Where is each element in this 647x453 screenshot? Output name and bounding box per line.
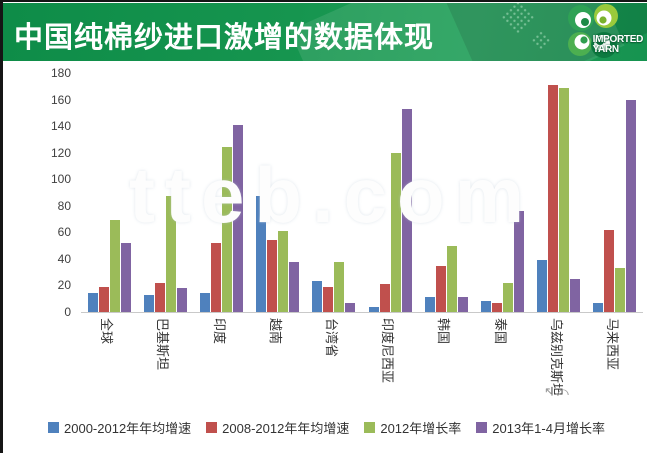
imported-yarn-logo: IMPORTED YARN	[559, 3, 645, 61]
legend-item: 2013年1-4月增长率	[476, 418, 605, 437]
legend-label: 2013年1-4月增长率	[492, 421, 605, 436]
bar	[559, 87, 570, 312]
bar	[165, 196, 176, 312]
chart-legend: 2000-2012年年均增速 2008-2012年年均增速 2012年增长率 2013…	[3, 418, 647, 437]
bar	[514, 211, 525, 312]
y-axis-tick-label: 0	[64, 305, 71, 319]
bar	[548, 84, 559, 312]
mouse-cursor-icon: ↖⤺	[544, 384, 569, 399]
y-axis-tick-label: 20	[57, 278, 71, 293]
legend-item: 2008-2012年年均增速	[206, 418, 349, 437]
logo-text-line1: IMPORTED	[592, 34, 644, 45]
bar	[626, 99, 637, 312]
bar	[323, 286, 334, 312]
bar	[289, 261, 300, 312]
clover-logo-icon	[568, 4, 618, 58]
legend-label: 2012年增长率	[380, 421, 462, 436]
plot-area	[81, 73, 643, 313]
bar	[256, 196, 267, 312]
bar	[368, 306, 379, 312]
bar-group	[474, 73, 530, 312]
legend-swatch	[206, 422, 218, 433]
y-axis-tick-label: 100	[50, 172, 71, 187]
y-axis-tick-label: 120	[50, 145, 71, 160]
bar-group	[362, 73, 418, 312]
bar	[390, 152, 401, 312]
bar	[154, 282, 165, 312]
bar	[312, 281, 323, 312]
bar	[200, 293, 210, 312]
bar	[233, 124, 243, 312]
logo-text: IMPORTED YARN	[592, 34, 644, 55]
y-axis-tick-label: 40	[57, 251, 71, 266]
bar	[503, 282, 514, 312]
y-axis-tick-label: 140	[50, 119, 71, 134]
bar	[87, 293, 98, 312]
bar	[211, 242, 221, 312]
bar	[267, 240, 278, 312]
bar	[334, 261, 345, 312]
bar	[481, 301, 492, 312]
bar	[457, 297, 468, 312]
legend-label: 2000-2012年年均增速	[64, 421, 192, 436]
bar	[593, 302, 604, 312]
bar	[492, 302, 503, 312]
bar-group	[306, 73, 362, 312]
bar-group	[193, 73, 249, 312]
bar	[109, 220, 120, 312]
bar	[604, 229, 615, 312]
bar	[424, 297, 435, 312]
legend-swatch	[476, 422, 488, 433]
y-axis-tick-label: 80	[57, 198, 71, 213]
bar	[278, 231, 289, 312]
legend-label: 2008-2012年年均增速	[222, 421, 350, 436]
legend-item: 2012年增长率	[364, 418, 461, 437]
bar	[435, 265, 446, 312]
bar-group	[81, 73, 137, 312]
bar	[143, 294, 154, 312]
y-axis-tick-label: 180	[50, 66, 71, 80]
bar	[176, 288, 187, 312]
bar-group	[587, 73, 643, 312]
bar	[615, 268, 626, 312]
bar	[570, 278, 581, 312]
logo-text-line2: YARN	[592, 44, 620, 55]
bar	[401, 108, 412, 312]
y-axis-tick-label: 160	[50, 92, 71, 107]
legend-swatch	[48, 422, 59, 433]
bar	[446, 245, 457, 312]
legend-item: 2000-2012年年均增速	[48, 418, 191, 437]
page-title: 中国纯棉纱进口激增的数据体现	[14, 22, 435, 54]
bar	[98, 286, 109, 312]
bar-group	[418, 73, 474, 312]
y-axis-tick-label: 60	[57, 225, 71, 240]
header-banner: 中国纯棉纱进口激增的数据体现 IMPORTE	[3, 3, 647, 61]
legend-swatch	[364, 422, 376, 433]
bar	[345, 302, 356, 312]
bar-group	[137, 73, 193, 312]
bar	[120, 242, 131, 312]
bar	[222, 147, 232, 312]
bar-group	[531, 73, 587, 312]
bar-group	[250, 73, 306, 312]
bar	[537, 260, 548, 312]
bar	[379, 284, 390, 312]
